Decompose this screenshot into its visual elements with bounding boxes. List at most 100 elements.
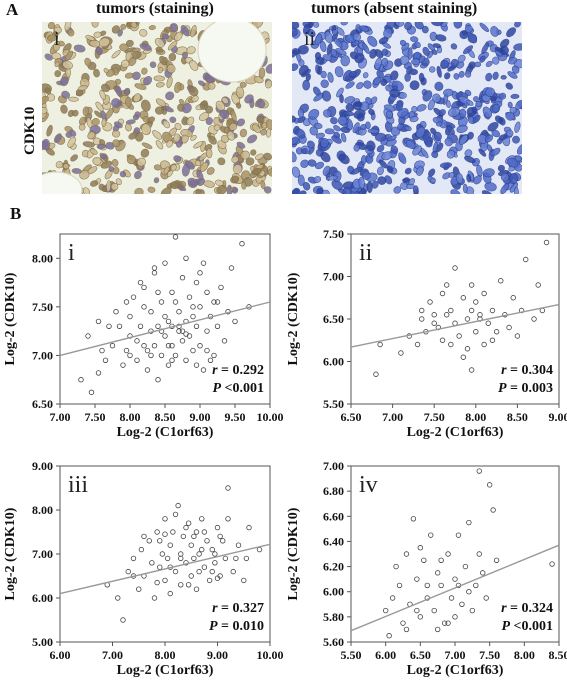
data-point [445,551,451,557]
data-point [172,568,179,575]
data-point [199,516,205,522]
data-point [448,307,454,314]
data-point [462,563,469,570]
panel-a-row-label: CDK10 [22,106,38,155]
data-point [167,590,173,597]
data-point [483,595,489,601]
data-point [138,546,145,553]
data-point [200,260,207,266]
data-point [116,323,123,329]
data-point [230,568,236,575]
data-point [217,533,223,540]
data-point [106,323,112,329]
data-point [389,595,396,601]
data-point [468,307,475,314]
x-tick-label: 7.00 [102,648,123,662]
data-point [373,371,379,377]
data-point [403,551,410,557]
data-point [456,333,462,339]
y-tick-label: 5.50 [323,397,344,411]
data-point [460,295,467,301]
data-point [109,343,116,349]
data-point [157,564,163,570]
p-statistic: P = 0.003 [498,381,553,396]
data-point [197,304,203,310]
data-point [535,282,541,288]
data-point [191,555,197,562]
y-tick-label: 6.80 [323,484,344,498]
data-point [169,343,175,349]
data-point [141,533,147,540]
regression-line [59,543,271,595]
data-point [148,309,154,315]
x-tick-label: 10.00 [257,648,284,662]
data-point [531,316,537,322]
data-point [473,329,479,335]
data-point [148,352,154,359]
p-statistic: P <0.001 [501,619,553,634]
data-point [196,568,202,575]
data-point [490,507,496,513]
x-tick-label: 8.00 [120,410,141,424]
r-statistic: r = 0.327 [212,601,264,616]
data-point [206,577,213,584]
data-point [419,316,425,322]
data-point [481,341,487,348]
regression-line [350,544,560,632]
scatter-chart-iv: iv 5.50 6.00 6.50 7.00 7.50 8.00 8.50 5.60 5.80 6.… [283,456,567,694]
x-tick-label: 9.00 [549,410,567,424]
data-point [424,582,430,589]
data-point [113,309,119,315]
data-point [228,265,235,271]
data-point [464,346,471,352]
y-axis-label: Log-2 (CDK10) [286,272,301,365]
data-point [393,563,399,570]
data-point [473,582,479,589]
data-point [127,313,133,320]
data-point [486,482,493,488]
ihc-image-staining: i [42,22,272,194]
data-point [178,551,184,557]
data-point [162,313,168,320]
data-point [427,299,433,305]
data-point [417,614,424,620]
data-point [183,255,189,261]
x-tick-label: 10.00 [257,410,284,424]
data-point [127,352,133,359]
data-point [410,516,417,522]
y-tick-label: 8.00 [32,251,53,265]
data-point [183,524,189,531]
x-tick-label: 8.50 [507,410,528,424]
x-tick-label: 8.00 [465,410,486,424]
data-point [439,337,446,343]
data-point [159,551,166,557]
data-point [78,377,84,383]
data-point [144,347,151,354]
data-point [201,564,208,570]
data-point [221,338,228,344]
data-point [158,299,165,305]
data-point [164,555,171,562]
y-tick-label: 5.00 [32,635,53,649]
data-point [459,601,465,607]
x-tick-label: 8.00 [155,648,176,662]
scatter-chart-ii: ii 6.50 7.00 7.50 8.00 8.50 9.00 5.50 6.00 6.50 7.… [283,224,567,456]
x-tick-label: 9.00 [190,410,211,424]
data-point [120,617,126,623]
data-point [157,538,163,544]
data-point [141,304,147,310]
data-point [193,529,200,535]
data-point [201,529,208,535]
data-point [464,316,471,322]
data-point [239,241,245,247]
data-point [204,538,210,544]
data-point [448,595,455,601]
scatter-chart-i: i 7.00 7.50 8.00 8.50 9.00 9.50 10.00 6.50 7.00 7.… [0,224,284,456]
data-point [179,275,186,281]
data-point [468,282,475,288]
data-point [414,607,420,614]
data-point [434,626,441,633]
data-point [431,607,437,614]
data-point [225,516,231,522]
data-point [170,529,176,535]
